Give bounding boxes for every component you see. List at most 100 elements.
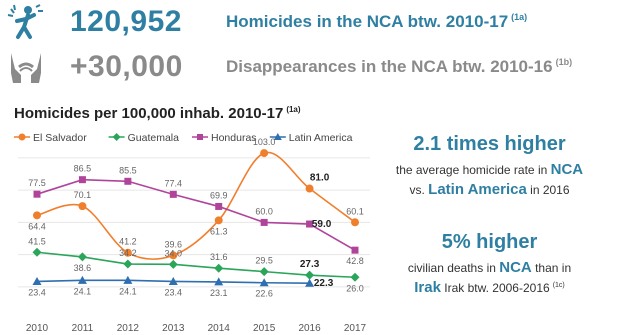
data-point-1-6 (305, 270, 315, 280)
data-label-0-1: 70.1 (74, 190, 92, 200)
data-point-1-1 (77, 252, 87, 262)
data-point-0-5 (260, 149, 269, 158)
data-label-0-3: 39.6 (165, 239, 183, 249)
data-point-2-2 (124, 177, 132, 185)
legend-marker-0 (18, 133, 26, 141)
x-tick-label: 2012 (117, 323, 140, 334)
data-point-0-0 (33, 211, 41, 220)
data-point-3-6 (305, 278, 315, 287)
data-point-3-5 (259, 278, 269, 287)
data-label-3-2: 24.1 (119, 286, 137, 296)
data-label-3-5: 22.6 (255, 289, 273, 299)
data-point-2-7 (351, 246, 359, 254)
legend-label-2: Honduras (211, 132, 257, 144)
callout-1-latam: Latin America (428, 181, 527, 199)
data-label-1-1: 38.6 (74, 263, 92, 273)
series-line-2 (36, 178, 356, 251)
data-label-3-0: 23.4 (28, 287, 46, 297)
legend-label-1: Guatemala (128, 132, 180, 144)
bound-hands-icon (4, 47, 48, 87)
data-point-0-6 (305, 184, 314, 193)
data-label-0-6: 81.0 (310, 173, 330, 184)
callout-1-nca: NCA (550, 161, 584, 178)
data-label-2-7: 42.8 (346, 256, 364, 266)
callout-homicide-rate: 2.1 times higher the average homicide ra… (362, 133, 617, 201)
data-label-0-4: 61.3 (210, 226, 228, 236)
data-point-1-5 (259, 267, 269, 277)
legend-marker-3 (273, 133, 282, 140)
data-point-3-4 (214, 277, 224, 286)
data-label-2-4: 69.9 (210, 190, 228, 200)
data-point-1-2 (123, 259, 133, 269)
chart-title: Homicides per 100,000 inhab. 2010-17 (1a) (14, 105, 301, 122)
homicides-label: Homicides in the NCA btw. 2010-17 (1a) (226, 12, 528, 31)
data-label-3-6: 22.3 (314, 278, 334, 289)
x-tick-label: 2011 (72, 323, 94, 334)
series-line-1 (36, 251, 356, 279)
legend-marker-1 (112, 133, 121, 141)
chart-title-ref: (1a) (286, 105, 301, 114)
data-point-1-7 (350, 272, 360, 282)
homicide-rate-line-chart: El Salvador Guatemala Honduras Latin Americ… (14, 132, 370, 334)
data-point-0-3 (169, 251, 178, 260)
shooting-victim-icon (4, 2, 48, 42)
data-label-2-6: 59.0 (312, 219, 332, 230)
data-label-1-2: 34.2 (119, 248, 137, 258)
data-label-0-0: 64.4 (28, 221, 46, 231)
data-point-2-0 (33, 190, 41, 198)
data-point-1-3 (168, 259, 178, 269)
homicides-number: 120,952 (70, 5, 182, 38)
disappearances-ref: (1b) (555, 57, 573, 68)
data-point-0-1 (78, 202, 87, 211)
data-label-1-7: 26.0 (346, 283, 364, 293)
data-point-2-3 (169, 190, 177, 198)
data-point-1-0 (32, 247, 42, 257)
data-point-2-6 (306, 220, 314, 228)
data-point-1-4 (214, 263, 224, 273)
data-point-3-3 (168, 276, 178, 285)
data-label-2-0: 77.5 (28, 178, 46, 188)
data-label-1-0: 41.5 (28, 236, 46, 246)
data-label-2-1: 86.5 (74, 164, 92, 174)
data-point-2-5 (260, 218, 268, 226)
disappearances-label: Disappearances in the NCA btw. 2010-16 (1… (226, 57, 573, 76)
data-point-2-4 (215, 202, 223, 210)
data-point-3-1 (77, 275, 87, 284)
x-tick-label: 2016 (298, 323, 321, 334)
data-label-1-3: 34.0 (165, 248, 183, 258)
homicides-stat-row: 120,952 Homicides in the NCA btw. 2010-1… (0, 2, 527, 42)
data-point-2-1 (78, 176, 86, 184)
data-label-2-3: 77.4 (165, 178, 183, 188)
callout-1-headline: 2.1 times higher (413, 133, 566, 155)
data-label-0-5: 103.0 (253, 137, 276, 147)
homicides-ref: (1a) (511, 12, 528, 23)
x-tick-label: 2010 (26, 323, 49, 334)
data-label-2-5: 60.0 (255, 206, 273, 216)
data-point-0-4 (214, 216, 223, 225)
data-point-3-0 (32, 276, 42, 285)
data-label-3-1: 24.1 (74, 286, 92, 296)
data-label-3-4: 23.1 (210, 288, 228, 298)
data-point-0-7 (351, 218, 359, 227)
legend-label-3: Latin America (289, 132, 353, 144)
data-label-1-4: 31.6 (210, 252, 228, 262)
x-tick-label: 2015 (253, 323, 276, 334)
data-label-0-2: 41.2 (119, 237, 137, 247)
data-label-3-3: 23.4 (165, 287, 183, 297)
data-label-1-5: 29.5 (255, 256, 273, 266)
x-tick-label: 2013 (162, 323, 185, 334)
callout-civilian-deaths: 5% higher civilian deaths in NCA than in… (362, 231, 617, 299)
data-label-2-2: 85.5 (119, 165, 137, 175)
disappearances-stat-row: +30,000 Disappearances in the NCA btw. 2… (0, 47, 572, 87)
callout-2-text: civilian deaths in NCA than in Irak Irak… (407, 259, 572, 297)
data-label-0-7: 60.1 (346, 206, 364, 216)
data-point-0-2 (123, 248, 132, 257)
callout-2-headline: 5% higher (441, 231, 538, 253)
series-line-0 (36, 151, 356, 260)
x-tick-label: 2014 (208, 323, 231, 334)
callout-2-irak: Irak (414, 279, 441, 297)
x-tick-label: 2017 (344, 323, 367, 334)
data-label-1-6: 27.3 (300, 259, 320, 270)
data-point-3-2 (123, 275, 133, 284)
disappearances-number: +30,000 (70, 50, 183, 83)
